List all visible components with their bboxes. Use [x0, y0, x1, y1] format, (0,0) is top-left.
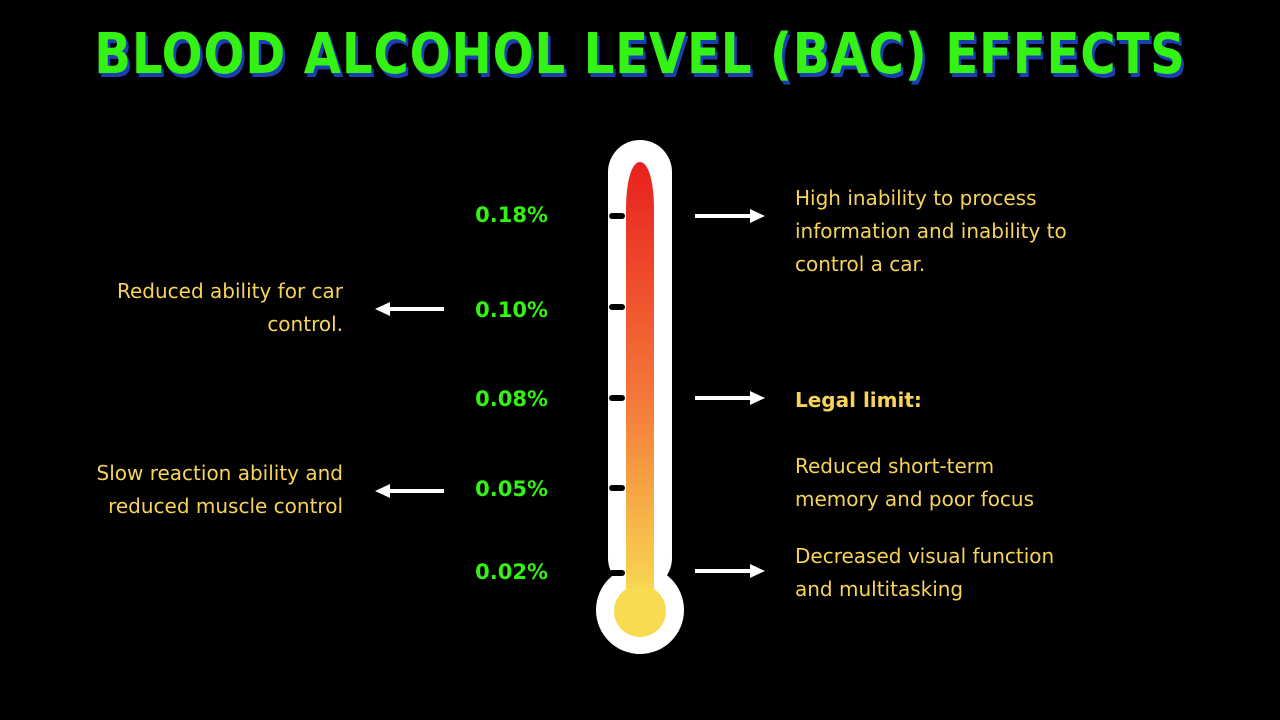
effect-block-008: Legal limit: Reduced short-term memory a… — [795, 351, 1115, 516]
scale-ticks — [609, 213, 625, 576]
arrow-left-010 — [375, 302, 444, 316]
legal-limit-heading: Legal limit: — [795, 388, 922, 412]
effect-text-018: High inability to process information an… — [795, 186, 1067, 276]
effect-text-010: Reduced ability for car control. — [116, 279, 343, 336]
effect-text-008: Reduced short-term memory and poor focus — [795, 454, 1035, 511]
page-title: BLOOD ALCOHOL LEVEL (BAC) EFFECTS — [94, 22, 1186, 87]
level-label-002: 0.02% — [475, 560, 548, 584]
left-arrows — [375, 302, 444, 498]
effect-text-005: Slow reaction ability and reduced muscle… — [96, 461, 344, 518]
level-label-010: 0.10% — [475, 298, 548, 322]
effect-text-002: Decreased visual function and multitaski… — [795, 544, 1055, 601]
arrow-right-002 — [695, 564, 765, 578]
level-label-005: 0.05% — [475, 477, 548, 501]
right-arrows — [695, 209, 765, 578]
arrow-right-018 — [695, 209, 765, 223]
level-label-018: 0.18% — [475, 203, 548, 227]
arrow-right-008 — [695, 391, 765, 405]
arrow-left-005 — [375, 484, 444, 498]
level-label-008: 0.08% — [475, 387, 548, 411]
thermometer-mercury — [614, 162, 666, 637]
